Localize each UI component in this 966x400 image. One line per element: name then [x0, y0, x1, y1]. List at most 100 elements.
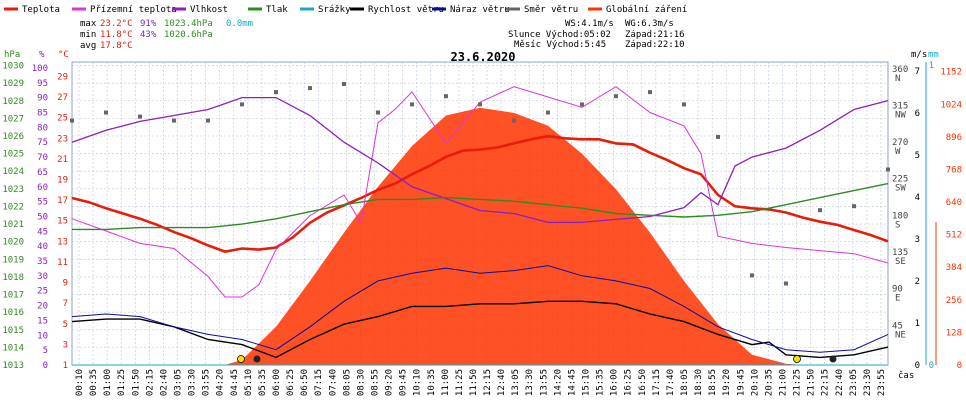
tick-degc: 15: [57, 217, 68, 227]
wind-dir-point: [376, 110, 380, 115]
wind-dir-point: [546, 110, 550, 115]
tick-rad: 896: [946, 133, 962, 143]
tick-dir: 225: [892, 175, 908, 185]
tick-time: 07:15: [314, 369, 324, 396]
series-line-vlhkost: [71, 96, 889, 224]
tick-time: 08:30: [356, 369, 366, 396]
tick-pct: 10: [37, 331, 48, 341]
legend-label: Globální záření: [606, 5, 687, 15]
stat-min-label: min: [80, 30, 96, 40]
tick-time: 22:40: [835, 369, 845, 396]
axis-unit-degc: °C: [58, 50, 69, 60]
tick-degc: 27: [57, 93, 68, 103]
tick-pct: 100: [32, 64, 48, 74]
tick-dir: 90: [892, 285, 903, 295]
tick-hpa: 1017: [2, 291, 24, 301]
tick-time: 21:50: [807, 369, 817, 396]
tick-time: 06:25: [286, 369, 296, 396]
tick-rad: 256: [946, 296, 962, 306]
legend-label: Teplota: [22, 5, 60, 15]
stat-min-temp: 11.8°C: [100, 30, 133, 40]
tick-dir-label: NE: [895, 330, 906, 340]
tick-degc: 21: [57, 155, 68, 165]
x-axis: 00:10 00:35 01:00 01:25 01:50 02:15 02:40 03:05…: [75, 369, 887, 396]
legend-label: Přízemní teplota: [90, 5, 177, 15]
tick-ms: 0: [915, 361, 920, 371]
tick-pct: 30: [37, 272, 48, 282]
axis-unit-ms: m/s: [911, 50, 927, 60]
tick-time: 05:35: [258, 369, 268, 396]
legend: Teplota Přízemní teplota Vlhkost Tlak Srážky…: [4, 5, 687, 15]
tick-dir-label: N: [895, 74, 900, 84]
wind-dir-point: [70, 118, 74, 123]
wind-dir-point: [206, 118, 210, 123]
wind-dir-point: [750, 273, 754, 278]
series-line-tlak: [72, 182, 889, 231]
tick-time: 17:40: [666, 369, 676, 396]
tick-time: 13:30: [525, 369, 535, 396]
wind-dir-point: [172, 118, 176, 123]
tick-pct: 35: [37, 257, 48, 267]
tick-degc: 25: [57, 114, 68, 124]
moonrise-icon: [253, 355, 261, 363]
info-slunce: Slunce Východ:05:02: [508, 30, 611, 40]
tick-time: 07:40: [328, 369, 338, 396]
tick-hpa: 1023: [2, 185, 24, 195]
stats-block: max 23.2°C 91% 1023.4hPa 0.0mm min 11.8°…: [80, 19, 253, 51]
x-axis-label: čas: [898, 370, 914, 381]
tick-pct: 90: [37, 94, 48, 104]
wind-dir-point: [716, 134, 720, 139]
wind-dir-point: [342, 82, 346, 86]
tick-time: 11:25: [455, 369, 465, 396]
y-axes: 1013101410151016101710181019102010211022…: [2, 61, 962, 371]
axis-unit-pct: %: [39, 50, 45, 60]
stat-max-label: max: [80, 19, 97, 29]
tick-rad: 0: [957, 361, 962, 371]
wind-dir-point: [784, 281, 788, 286]
tick-time: 19:20: [722, 369, 732, 396]
wind-dir-point: [852, 204, 856, 209]
tick-time: 13:05: [511, 369, 521, 396]
tick-hpa: 1030: [2, 62, 24, 72]
tick-ms: 3: [915, 235, 920, 245]
tick-time: 11:00: [441, 369, 451, 396]
wind-dir-point: [682, 102, 686, 107]
tick-degc: 9: [63, 279, 68, 289]
series-line-rychlost-v-tru: [71, 300, 889, 359]
stat-max-rain: 0.0mm: [226, 19, 253, 29]
tick-dir: 45: [892, 321, 903, 331]
tick-pct: 55: [37, 198, 48, 208]
tick-rad: 384: [946, 263, 962, 273]
tick-hpa: 1026: [2, 132, 24, 142]
tick-pct: 20: [37, 302, 48, 312]
wind-dir-point: [138, 114, 142, 119]
tick-degc: 3: [63, 340, 68, 350]
tick-pct: 45: [37, 227, 48, 237]
tick-degc: 5: [63, 320, 68, 330]
tick-pct: 65: [37, 168, 48, 178]
wind-dir-point: [410, 102, 414, 107]
tick-time: 23:30: [863, 369, 873, 396]
sunrise-icon: [237, 355, 245, 363]
sunset-icon: [793, 355, 801, 363]
tick-hpa: 1014: [2, 343, 24, 353]
tick-degc: 7: [63, 299, 68, 309]
tick-degc: 17: [57, 196, 68, 206]
axis-unit-mm: mm: [928, 50, 939, 60]
tick-time: 21:25: [793, 369, 803, 396]
tick-degc: 13: [57, 237, 68, 247]
tick-time: 14:20: [553, 369, 563, 396]
moonset-icon: [829, 355, 837, 363]
tick-time: 04:20: [216, 369, 226, 396]
wind-dir-point: [444, 94, 448, 99]
tick-dir: 270: [892, 138, 908, 148]
wind-dir-point: [512, 118, 516, 123]
tick-hpa: 1024: [2, 167, 24, 177]
stat-max-press: 1023.4hPa: [164, 19, 213, 29]
tick-time: 09:45: [399, 369, 409, 396]
tick-time: 05:10: [244, 369, 254, 396]
radiation-area: [225, 107, 803, 366]
tick-time: 03:05: [174, 369, 184, 396]
tick-time: 02:40: [159, 369, 169, 396]
